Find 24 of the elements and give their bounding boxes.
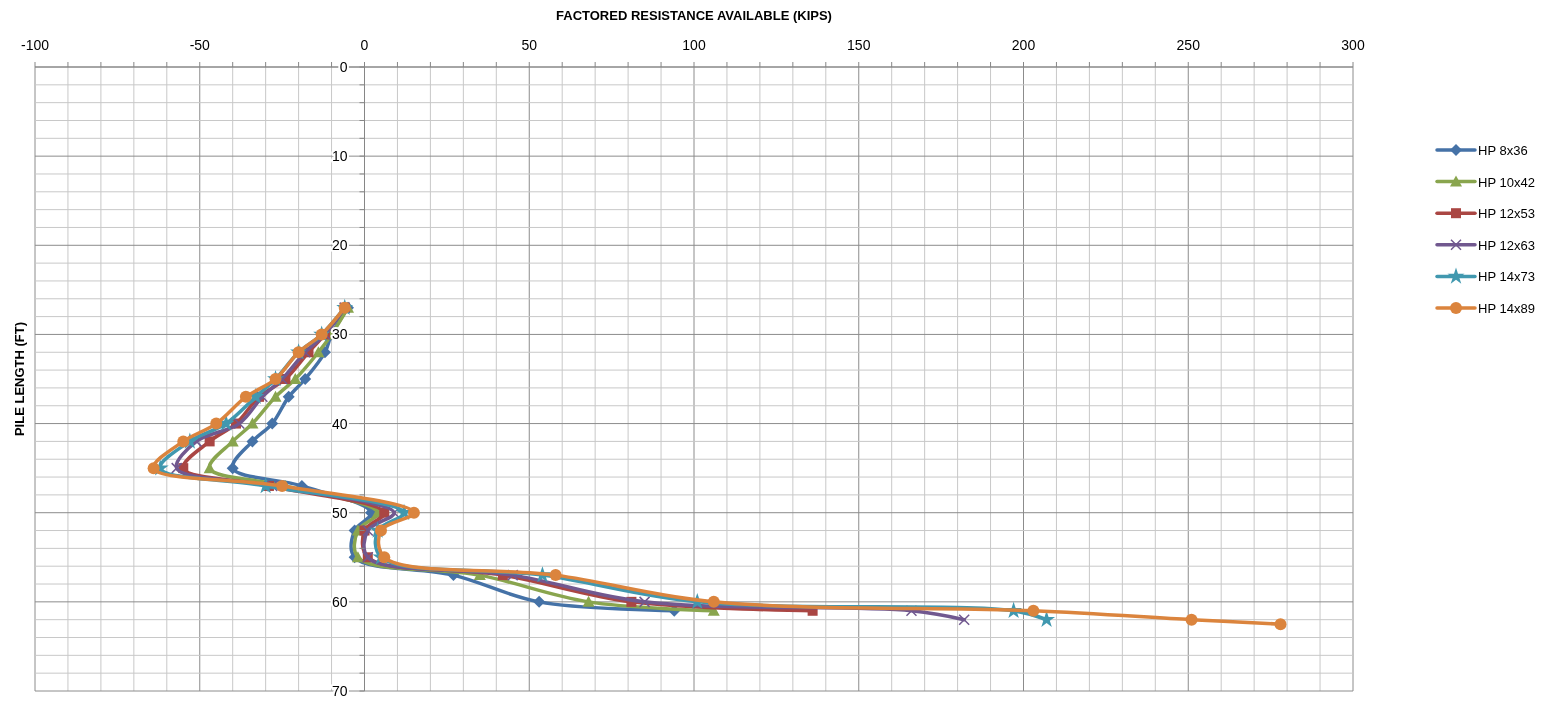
x-tick-label: -50 xyxy=(189,37,211,53)
x-tick-label: 300 xyxy=(1341,37,1365,53)
legend-label: HP 14x89 xyxy=(1478,301,1535,316)
y-tick-label: 0 xyxy=(339,59,348,75)
x-tick-label: 150 xyxy=(847,37,871,53)
x-tick-label: 50 xyxy=(521,37,538,53)
legend-label: HP 12x63 xyxy=(1478,237,1535,253)
y-tick-label: 60 xyxy=(331,593,348,610)
legend-label: HP 12x53 xyxy=(1478,206,1535,222)
legend-label: HP 8x36 xyxy=(1478,143,1528,158)
x-tick-label: -100 xyxy=(20,37,50,53)
legend-label: HP 14x73 xyxy=(1478,269,1535,285)
x-axis-title: FACTORED RESISTANCE AVAILABLE (KIPS) xyxy=(556,8,832,23)
y-tick-label: 10 xyxy=(331,148,348,165)
y-tick-label: 40 xyxy=(331,415,348,432)
legend-label: HP 10x42 xyxy=(1478,174,1535,190)
y-axis-title: PILE LENGTH (FT) xyxy=(12,321,27,437)
x-tick-label: 0 xyxy=(360,37,369,53)
x-tick-label: 200 xyxy=(1011,37,1036,53)
y-tick-label: 20 xyxy=(331,237,348,254)
x-tick-label: 100 xyxy=(682,37,706,53)
y-tick-label: 50 xyxy=(331,504,348,521)
y-tick-label: 70 xyxy=(331,683,348,699)
x-tick-label: 250 xyxy=(1176,37,1201,53)
